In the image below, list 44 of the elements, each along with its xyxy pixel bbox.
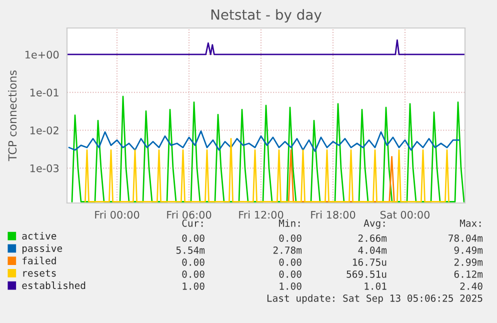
legend-label: passive — [22, 244, 62, 254]
text: 2.40 — [460, 282, 482, 290]
text: 0.00 — [279, 234, 302, 242]
line-series — [68, 130, 460, 152]
y-tick-label: 1e-03 — [30, 164, 59, 172]
line-series — [71, 96, 465, 202]
text: 4.04m — [358, 246, 387, 254]
text: 2.99m — [454, 258, 483, 266]
text: 0.00 — [182, 234, 204, 242]
y-tick-label: 1e+00 — [25, 50, 59, 59]
text: Last update: Sat Sep 13 05:06:25 2025 — [267, 294, 482, 304]
text: 0.00 — [279, 258, 302, 266]
text: 9.49m — [454, 246, 483, 254]
legend-label: failed — [22, 256, 56, 264]
text: 569.51u — [346, 270, 386, 278]
text: 1.00 — [280, 282, 302, 290]
x-tick-label: Fri 18:00 — [311, 210, 356, 219]
legend-label: active — [22, 232, 56, 240]
x-tick-label: Fri 12:00 — [239, 210, 284, 219]
x-tick-label: Fri 00:00 — [95, 210, 140, 219]
y-tick-label: 1e-02 — [30, 126, 58, 134]
text: 2.66m — [358, 234, 387, 242]
text: 2.78m — [273, 246, 302, 254]
text: 78.04m — [448, 234, 483, 242]
y-axis-title: TCP connections — [8, 70, 17, 162]
text: 1.01 — [364, 282, 386, 290]
text: 0.00 — [279, 270, 302, 278]
chart-title: Netstat - by day — [211, 9, 322, 23]
text: 16.75u — [353, 258, 386, 266]
y-tick-label: 1e-01 — [30, 88, 58, 96]
text: Min: — [278, 219, 300, 227]
text: 1.00 — [182, 282, 204, 290]
x-tick-label: Fri 06:00 — [167, 210, 212, 219]
x-tick-label: Sat 00:00 — [380, 210, 430, 219]
text: Cur: — [182, 219, 203, 227]
text: 6.12m — [454, 270, 483, 278]
text: 0.00 — [182, 258, 204, 266]
text: Avg: — [364, 220, 385, 229]
legend-label: resets — [23, 270, 56, 277]
legend-label: established — [22, 282, 86, 290]
text: 0.00 — [182, 270, 204, 278]
text: Max: — [460, 220, 481, 227]
line-series — [67, 39, 465, 56]
text: 5.54m — [176, 246, 205, 254]
